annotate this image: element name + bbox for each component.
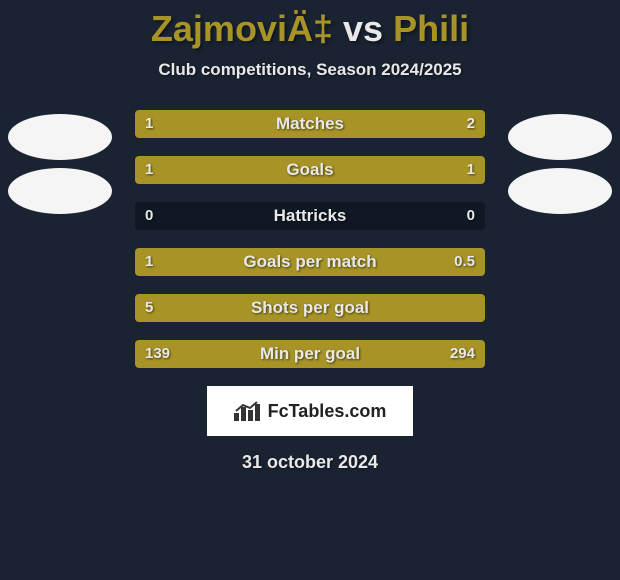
stat-label: Matches xyxy=(135,110,485,138)
vs-text: vs xyxy=(343,8,383,49)
stat-row: 139294Min per goal xyxy=(135,340,485,368)
player1-avatar xyxy=(8,114,112,160)
brand-text: FcTables.com xyxy=(268,401,387,422)
snapshot-date: 31 october 2024 xyxy=(0,452,620,473)
comparison-title: ZajmoviÄ‡ vs Phili xyxy=(0,0,620,50)
stat-label: Min per goal xyxy=(135,340,485,368)
fctables-logo: FcTables.com xyxy=(207,386,413,436)
stat-row: 11Goals xyxy=(135,156,485,184)
player2-name: Phili xyxy=(393,8,469,49)
competition-subtitle: Club competitions, Season 2024/2025 xyxy=(0,60,620,80)
stat-row: 12Matches xyxy=(135,110,485,138)
stat-label: Hattricks xyxy=(135,202,485,230)
stat-label: Goals xyxy=(135,156,485,184)
stat-row: 10.5Goals per match xyxy=(135,248,485,276)
stat-label: Goals per match xyxy=(135,248,485,276)
player2-club-badge xyxy=(508,168,612,214)
stat-label: Shots per goal xyxy=(135,294,485,322)
stat-row: 00Hattricks xyxy=(135,202,485,230)
player1-name: ZajmoviÄ‡ xyxy=(151,8,333,49)
chart-icon xyxy=(234,401,262,421)
player2-avatar xyxy=(508,114,612,160)
player1-club-badge xyxy=(8,168,112,214)
stat-row: 5Shots per goal xyxy=(135,294,485,322)
stats-container: 12Matches 11Goals 00Hattricks 10.5Goals per… xyxy=(135,110,485,368)
